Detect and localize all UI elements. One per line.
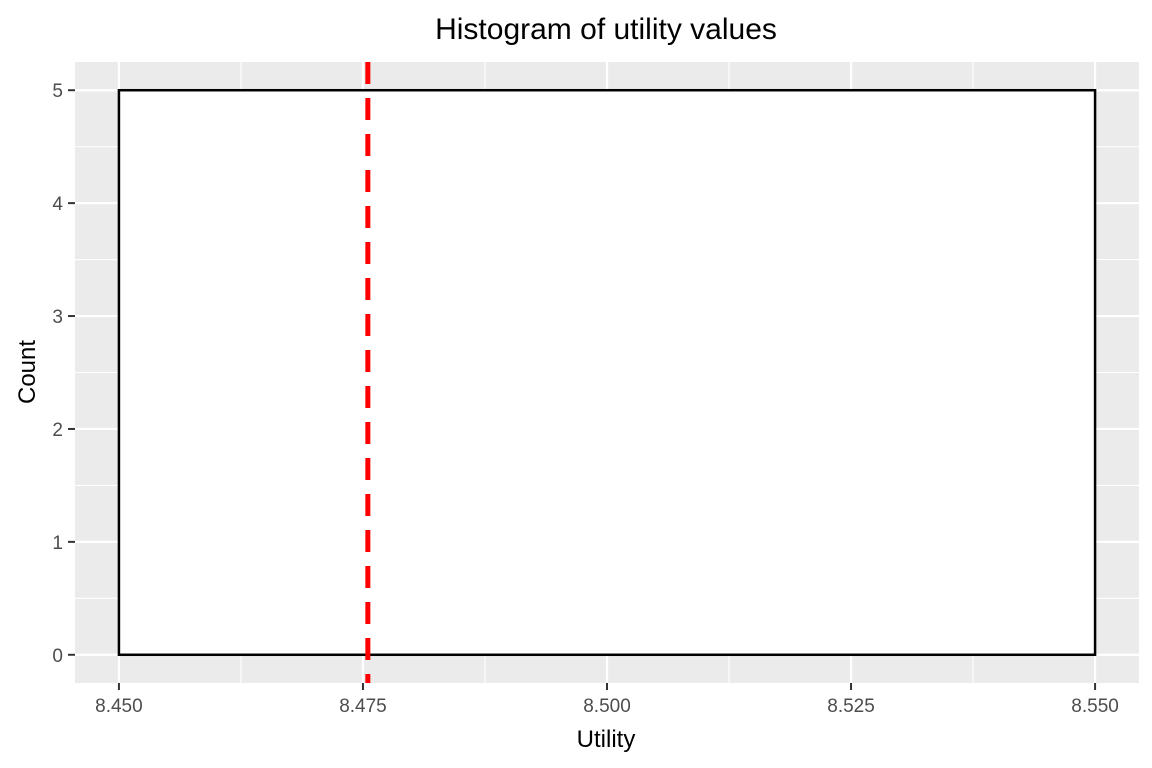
y-tick-label: 5 xyxy=(52,81,63,102)
y-tick-label: 3 xyxy=(52,307,63,328)
x-axis: 8.450 8.475 8.500 8.525 8.550 xyxy=(95,683,1119,717)
y-tick-label: 2 xyxy=(52,420,63,441)
x-tick-label: 8.475 xyxy=(339,696,387,717)
y-axis-title: Count xyxy=(14,340,41,404)
y-tick-label: 4 xyxy=(52,194,63,215)
x-tick-label: 8.450 xyxy=(95,696,143,717)
y-tick-label: 1 xyxy=(52,533,63,554)
histogram-bars xyxy=(117,88,1097,657)
y-axis: 0 1 2 3 4 5 xyxy=(52,81,75,667)
x-tick-label: 8.525 xyxy=(827,696,875,717)
x-axis-title: Utility xyxy=(577,726,636,753)
x-tick-label: 8.550 xyxy=(1071,696,1119,717)
histogram-bar xyxy=(117,88,1097,657)
y-tick-label: 0 xyxy=(52,646,63,667)
x-tick-label: 8.500 xyxy=(583,696,631,717)
chart-title: Histogram of utility values xyxy=(435,13,777,46)
